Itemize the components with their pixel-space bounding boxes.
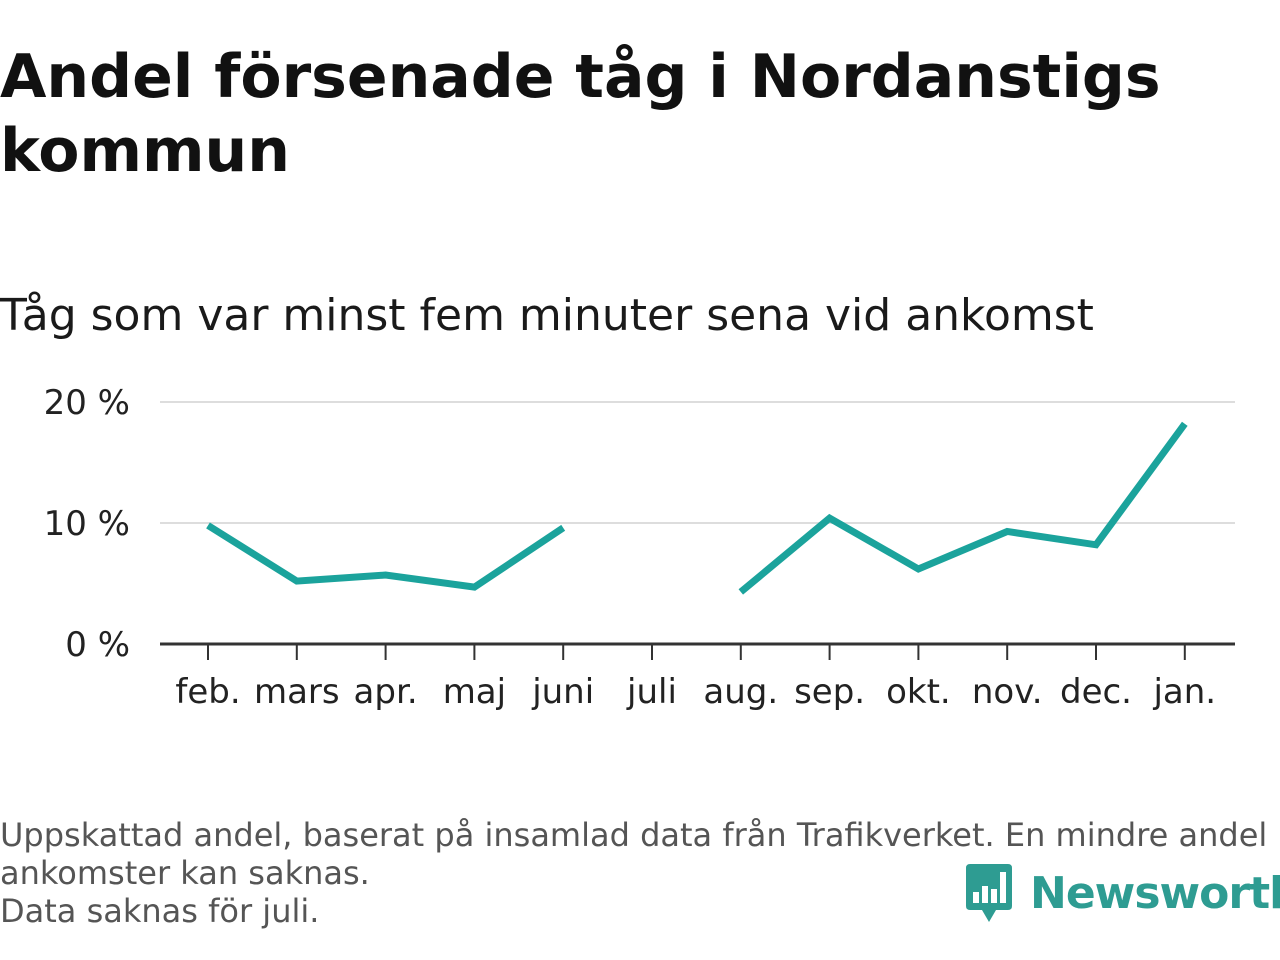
newsworthy-logo-icon: [966, 864, 1012, 922]
series-line: [738, 421, 1188, 595]
chart-subtitle: Tåg som var minst fem minuter sena vid a…: [0, 290, 1094, 341]
gridlines: [160, 401, 1235, 524]
y-tick-label: 10 %: [44, 504, 130, 544]
x-tick-label: nov.: [972, 672, 1043, 712]
x-tick-label: okt.: [886, 672, 951, 712]
x-tick-label: juli: [626, 672, 677, 712]
brand-logo: Newsworthy: [964, 862, 1280, 924]
x-tick-label: jan.: [1152, 672, 1216, 712]
x-axis: feb. mars apr. maj juni juli aug. sep. okt. nov. d…: [160, 642, 1235, 712]
chart-notes: Uppskattad andel, baserat på insamlad da…: [0, 816, 1270, 930]
x-tick-label: sep.: [794, 672, 865, 712]
y-tick-label: 20 %: [44, 383, 130, 423]
x-tick-label: feb.: [175, 672, 240, 712]
line-chart: 0 % 10 % 20 % feb. mars apr. maj juni juli aug. s…: [44, 383, 1235, 712]
note-line: Uppskattad andel, baserat på insamlad da…: [0, 816, 1268, 854]
y-tick-label: 0 %: [65, 625, 130, 665]
x-tick-label: juni: [531, 672, 594, 712]
brand-name: Newsworthy: [1030, 867, 1280, 919]
series-line: [206, 522, 566, 591]
note-line: Data saknas för juli.: [0, 892, 320, 930]
x-tick-label: aug.: [703, 672, 778, 712]
x-tick-label: maj: [443, 672, 506, 712]
x-tick-label: apr.: [354, 672, 418, 712]
y-axis-ticks: 0 % 10 % 20 %: [44, 383, 130, 665]
x-tick-label: mars: [254, 672, 340, 712]
series-lines: [206, 421, 1188, 595]
chart-title: Andel försenade tåg i Nordanstigs kommun: [0, 42, 1161, 186]
note-line: ankomster kan saknas.: [0, 854, 370, 892]
x-tick-label: dec.: [1060, 672, 1132, 712]
